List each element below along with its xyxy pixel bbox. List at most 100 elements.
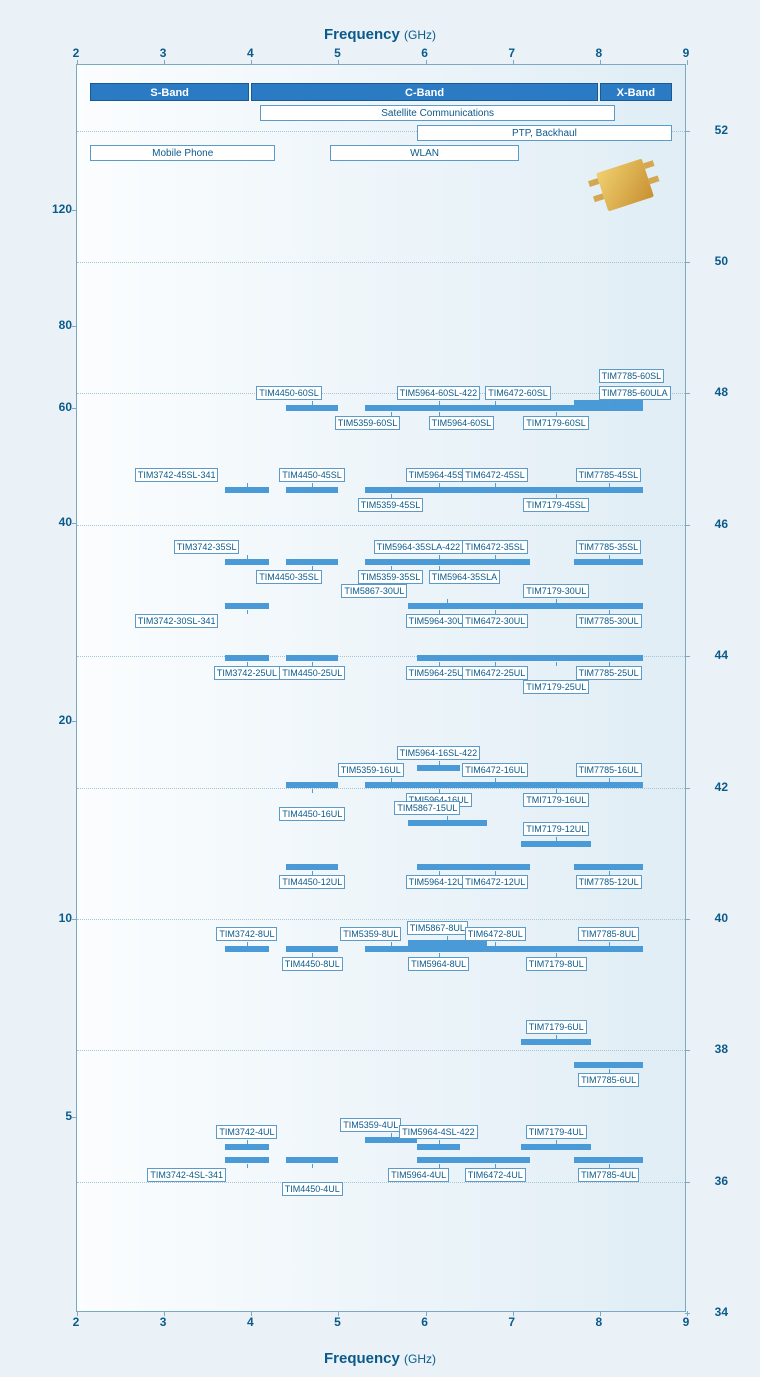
part-label[interactable]: TIM5867-8UL (407, 921, 468, 935)
part-label[interactable]: TIM5359-16UL (338, 763, 404, 777)
part-label[interactable]: TIM5359-35SL (358, 570, 424, 584)
part-bar[interactable] (460, 603, 530, 609)
part-label[interactable]: TIM5964-16SL-422 (397, 746, 481, 760)
part-label[interactable]: TIM4450-8UL (282, 957, 343, 971)
part-label[interactable]: TIM6472-8UL (465, 927, 526, 941)
part-bar[interactable] (286, 559, 338, 565)
part-bar[interactable] (521, 1039, 591, 1045)
part-label[interactable]: TIM4450-12UL (279, 875, 345, 889)
part-label[interactable]: TIM5964-4SL-422 (399, 1125, 478, 1139)
part-label[interactable]: TIM7179-4UL (526, 1125, 587, 1139)
part-bar[interactable] (417, 1157, 461, 1163)
part-bar[interactable] (225, 655, 269, 661)
part-label[interactable]: TIM7179-8UL (526, 957, 587, 971)
part-label[interactable]: TIM3742-35SL (174, 540, 240, 554)
part-bar[interactable] (574, 1157, 644, 1163)
part-label[interactable]: TIM5964-35SLA-422 (374, 540, 464, 554)
part-bar[interactable] (574, 864, 644, 870)
part-bar[interactable] (417, 405, 461, 411)
part-label[interactable]: TIM7785-30UL (576, 614, 642, 628)
part-bar[interactable] (417, 487, 461, 493)
part-label[interactable]: TIM3742-4UL (216, 1125, 277, 1139)
part-label[interactable]: TIM5359-45SL (358, 498, 424, 512)
part-bar[interactable] (460, 1157, 530, 1163)
part-bar[interactable] (460, 559, 530, 565)
part-bar[interactable] (521, 841, 591, 847)
part-bar[interactable] (225, 1144, 269, 1150)
part-bar[interactable] (417, 603, 461, 609)
part-label[interactable]: TIM3742-45SL-341 (135, 468, 219, 482)
part-label[interactable]: TIM4450-4UL (282, 1182, 343, 1196)
part-bar[interactable] (286, 405, 338, 411)
part-label[interactable]: TIM7179-12UL (523, 822, 589, 836)
part-bar[interactable] (521, 655, 591, 661)
part-bar[interactable] (225, 559, 269, 565)
part-bar[interactable] (286, 1157, 338, 1163)
part-bar[interactable] (365, 487, 417, 493)
part-bar[interactable] (286, 655, 338, 661)
part-bar[interactable] (417, 946, 461, 952)
part-bar[interactable] (365, 405, 417, 411)
part-label[interactable]: TIM3742-8UL (216, 927, 277, 941)
part-label[interactable]: TIM7785-4UL (578, 1168, 639, 1182)
part-bar[interactable] (521, 1144, 591, 1150)
part-label[interactable]: TIM7785-12UL (576, 875, 642, 889)
part-bar[interactable] (460, 487, 530, 493)
part-bar[interactable] (417, 864, 461, 870)
part-label[interactable]: TIM7785-60SL (599, 369, 665, 383)
part-bar[interactable] (574, 1062, 644, 1068)
part-bar[interactable] (365, 946, 417, 952)
part-label[interactable]: TIM7785-6UL (578, 1073, 639, 1087)
part-label[interactable]: TIM6472-35SL (462, 540, 528, 554)
part-label[interactable]: TIM4450-35SL (256, 570, 322, 584)
part-label[interactable]: TIM7179-30UL (523, 584, 589, 598)
part-bar[interactable] (417, 655, 461, 661)
part-label[interactable]: TIM7179-45SL (523, 498, 589, 512)
part-label[interactable]: TIM4450-25UL (279, 666, 345, 680)
part-label[interactable]: TMI7179-16UL (523, 793, 589, 807)
part-label[interactable]: TIM5964-60SL-422 (397, 386, 481, 400)
part-label[interactable]: TIM5359-4UL (340, 1118, 401, 1132)
part-bar[interactable] (225, 603, 269, 609)
part-label[interactable]: TIM3742-4SL-341 (147, 1168, 226, 1182)
part-label[interactable]: TIM6472-45SL (462, 468, 528, 482)
part-label[interactable]: TIM7179-25UL (523, 680, 589, 694)
part-bar[interactable] (286, 864, 338, 870)
part-label[interactable]: TIM6472-4UL (465, 1168, 526, 1182)
part-label[interactable]: TIM6472-60SL (485, 386, 551, 400)
part-bar[interactable] (521, 782, 591, 788)
part-label[interactable]: TIM3742-25UL (214, 666, 280, 680)
part-bar[interactable] (286, 782, 338, 788)
part-bar[interactable] (365, 782, 417, 788)
part-label[interactable]: TIM6472-16UL (462, 763, 528, 777)
part-bar[interactable] (521, 946, 591, 952)
part-bar[interactable] (365, 559, 417, 565)
part-bar[interactable] (417, 559, 461, 565)
part-bar[interactable] (460, 405, 530, 411)
part-bar[interactable] (460, 864, 530, 870)
part-label[interactable]: TIM5964-35SLA (429, 570, 501, 584)
part-bar[interactable] (225, 1157, 269, 1163)
part-bar[interactable] (521, 405, 591, 411)
part-bar[interactable] (460, 655, 530, 661)
part-label[interactable]: TIM6472-25UL (462, 666, 528, 680)
part-label[interactable]: TIM7785-35SL (576, 540, 642, 554)
part-bar[interactable] (460, 946, 530, 952)
part-label[interactable]: TIM5867-15UL (394, 801, 460, 815)
part-label[interactable]: TIM5359-8UL (340, 927, 401, 941)
part-label[interactable]: TIM7785-45SL (576, 468, 642, 482)
part-bar[interactable] (460, 782, 530, 788)
part-label[interactable]: TIM5359-60SL (335, 416, 401, 430)
part-label[interactable]: TIM4450-60SL (256, 386, 322, 400)
part-bar[interactable] (286, 487, 338, 493)
part-label[interactable]: TIM6472-12UL (462, 875, 528, 889)
part-bar[interactable] (417, 782, 461, 788)
part-bar[interactable] (286, 946, 338, 952)
part-bar[interactable] (225, 487, 269, 493)
part-label[interactable]: TIM7785-60ULA (599, 386, 671, 400)
part-label[interactable]: TIM4450-45SL (279, 468, 345, 482)
part-label[interactable]: TIM7785-8UL (578, 927, 639, 941)
part-bar[interactable] (574, 603, 644, 609)
part-label[interactable]: TIM3742-30SL-341 (135, 614, 219, 628)
part-bar[interactable] (408, 820, 486, 826)
